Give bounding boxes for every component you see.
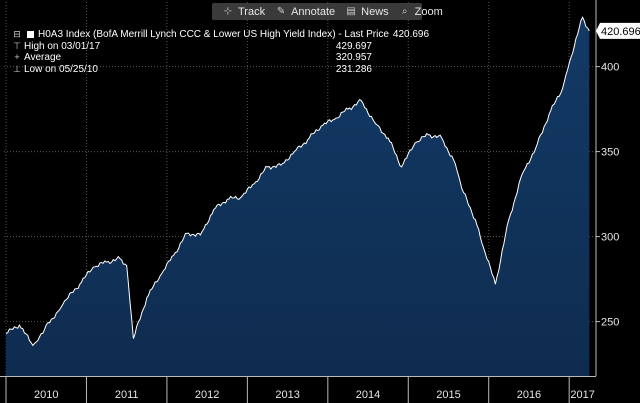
legend-row-average[interactable]: + Average 320.957	[10, 52, 429, 64]
series-swatch	[27, 31, 34, 39]
price-area	[5, 16, 590, 377]
chart-toolbar: ⊹ Track ✎ Annotate ▤ News ⌕ Zoom	[212, 3, 443, 20]
legend-low-value: 231.286	[335, 63, 372, 75]
x-axis-strip	[0, 376, 640, 403]
magnifier-icon: ⌕	[401, 6, 408, 17]
legend-high-label: High on 03/01/17	[24, 40, 101, 52]
annotate-button[interactable]: ✎ Annotate	[276, 5, 336, 18]
chart-legend: ⊟ H0A3 Index (BofA Merrill Lynch CCC & L…	[10, 29, 429, 75]
legend-title: H0A3 Index (BofA Merrill Lynch CCC & Low…	[38, 29, 389, 40]
series-line	[5, 16, 590, 347]
y-tick-label: 250	[601, 317, 619, 329]
y-tick-label: 350	[601, 147, 619, 159]
last-price-badge	[596, 22, 640, 39]
x-tick-label: 2014	[356, 389, 380, 401]
x-tick-label: 2012	[195, 389, 219, 401]
last-price-label: 420.696	[601, 26, 640, 38]
track-button[interactable]: ⊹ Track	[223, 5, 266, 18]
pencil-icon: ✎	[276, 6, 286, 17]
series-area	[6, 17, 590, 377]
legend-row-last-price[interactable]: ⊟ H0A3 Index (BofA Merrill Lynch CCC & L…	[10, 29, 429, 41]
news-button[interactable]: ▤ News	[346, 5, 389, 18]
legend-row-low[interactable]: ⊥ Low on 05/25/10 231.286	[10, 64, 429, 76]
expand-icon[interactable]: ⊟	[13, 29, 21, 39]
news-icon: ▤	[346, 6, 356, 17]
last-price-tag: 420.696	[596, 22, 640, 39]
y-tick-label: 300	[601, 232, 619, 244]
x-tick-label: 2016	[517, 389, 541, 401]
crosshair-icon: ⊹	[223, 6, 233, 17]
high-marker-icon: ⊤	[13, 40, 21, 51]
legend-average-value: 320.957	[335, 52, 372, 63]
legend-average-label: Average	[24, 52, 62, 63]
x-tick-label: 2013	[275, 389, 299, 401]
average-marker-icon: +	[14, 52, 20, 62]
zoom-button[interactable]: ⌕ Zoom	[399, 6, 443, 18]
x-tick-label: 2010	[34, 389, 58, 401]
y-tick-label: 400	[601, 62, 619, 74]
low-marker-icon: ⊥	[13, 63, 21, 74]
legend-high-value: 429.697	[335, 40, 372, 52]
x-tick-label: 2017	[570, 389, 594, 401]
y-axis: 250 300 350 400	[595, 0, 619, 376]
x-tick-label: 2011	[115, 389, 139, 401]
x-axis: 2010 2011 2012 2013 2014 2015 2016 2017	[0, 376, 640, 403]
legend-last-value: 420.696	[392, 29, 430, 40]
legend-low-label: Low on 05/25/10	[24, 63, 98, 75]
x-tick-label: 2015	[436, 389, 460, 401]
legend-row-high[interactable]: ⊤ High on 03/01/17 429.697	[10, 41, 429, 53]
